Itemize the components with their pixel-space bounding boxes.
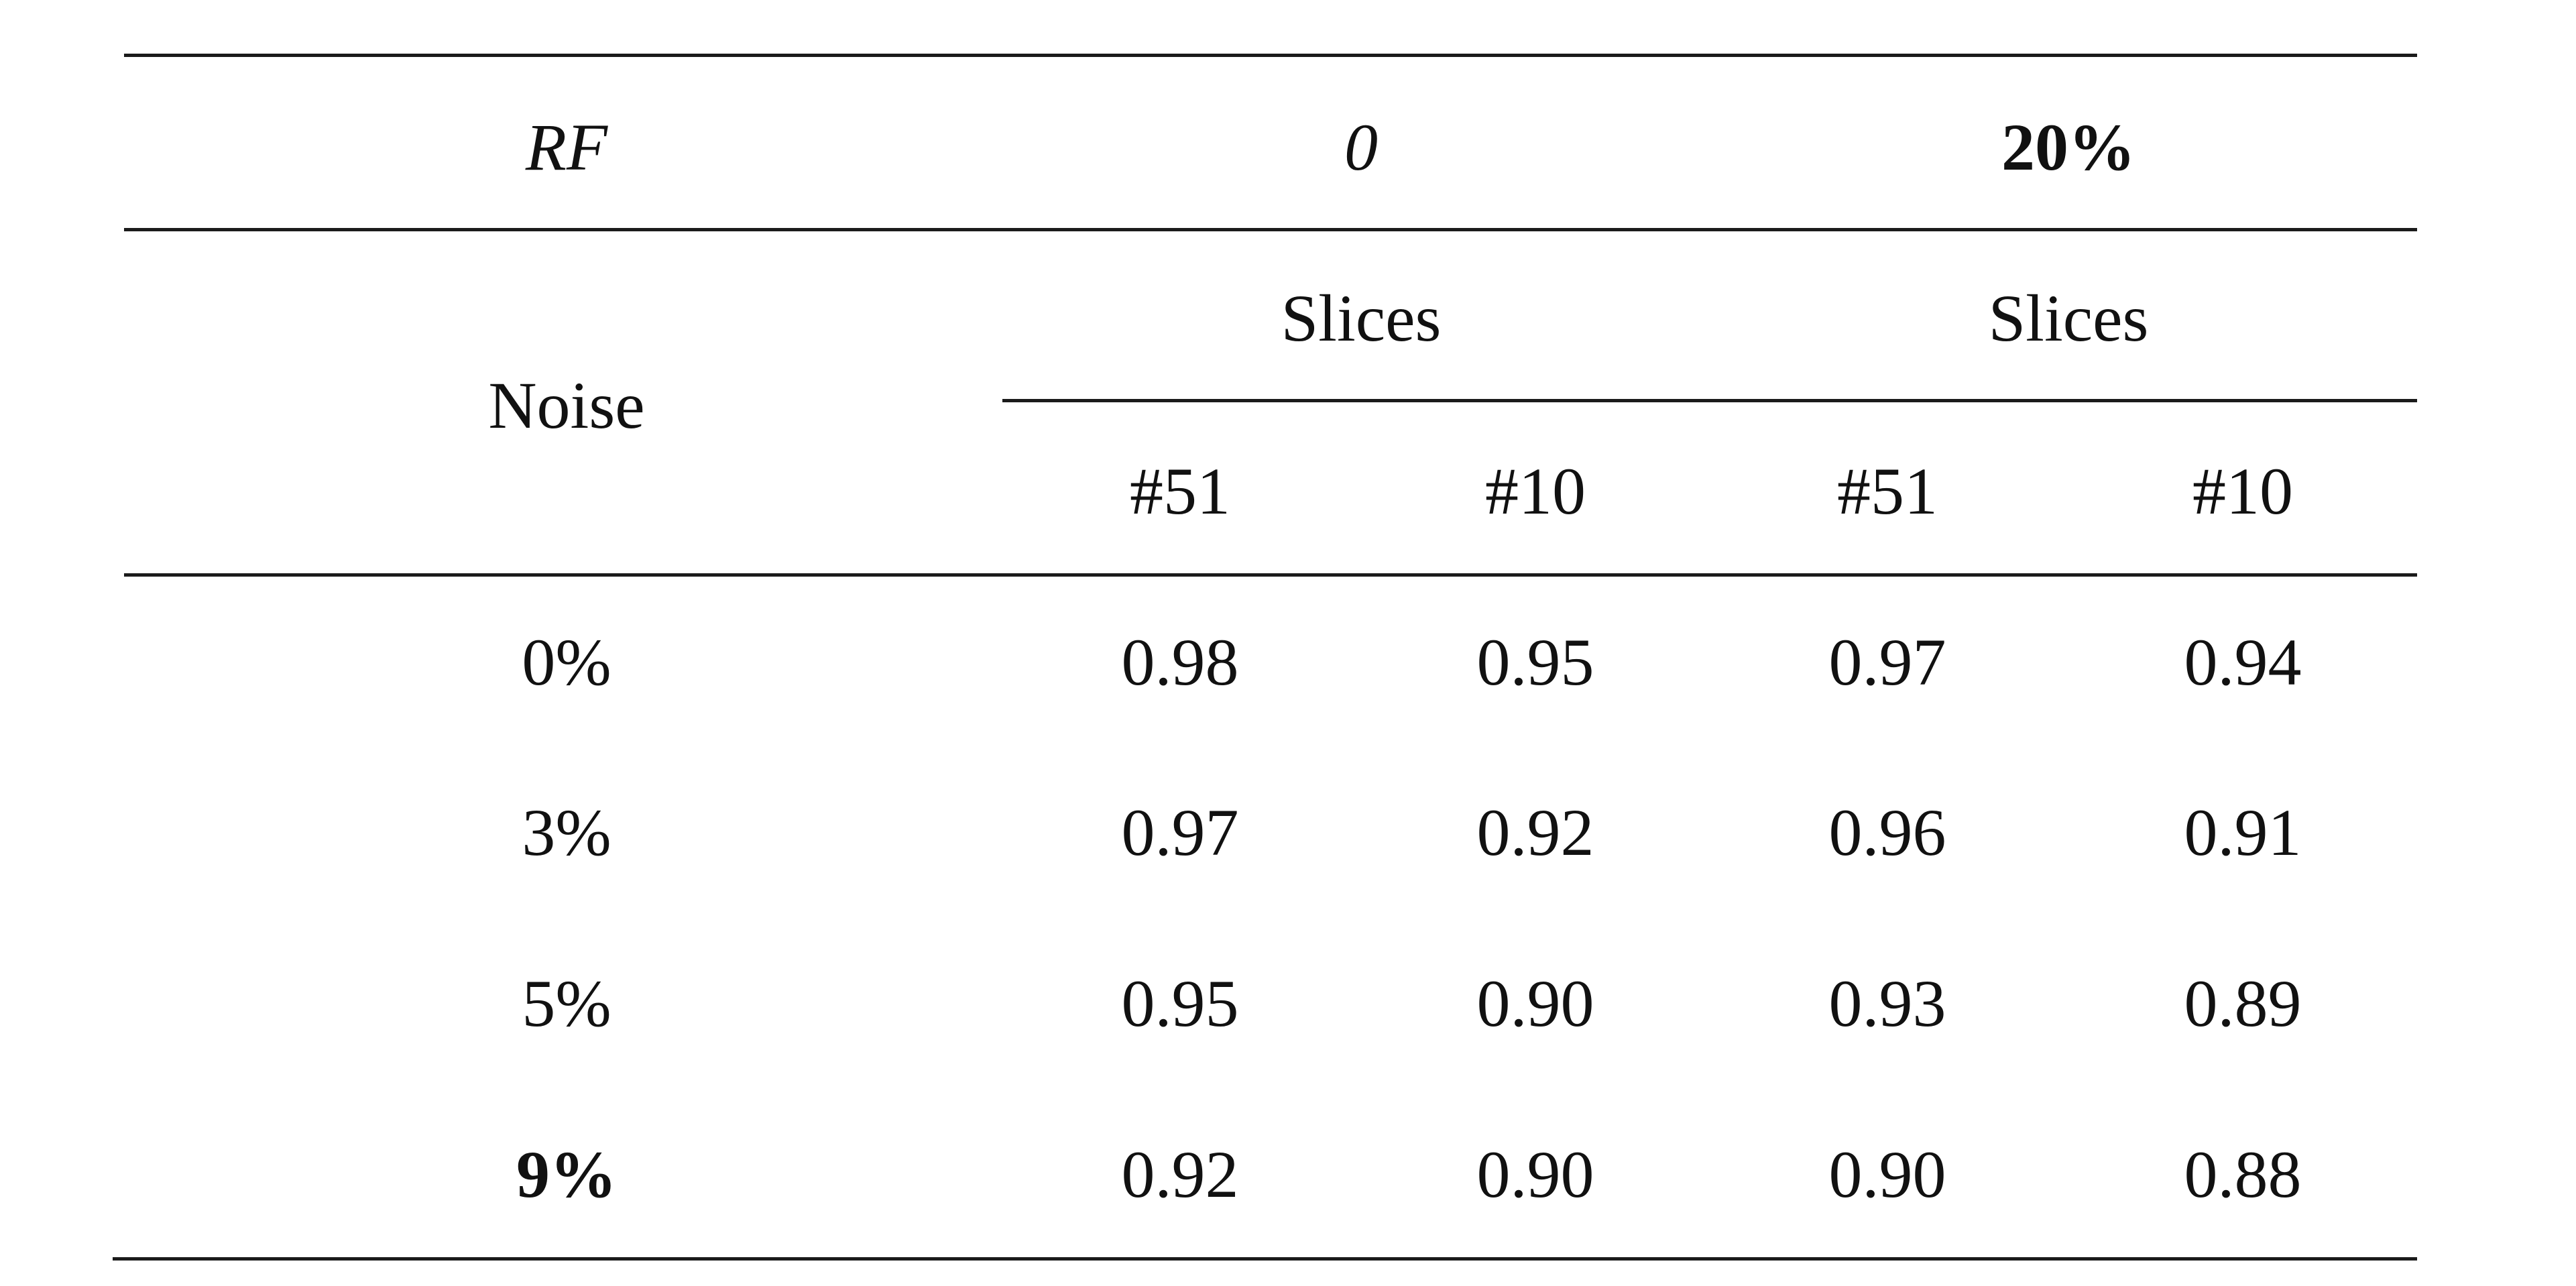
table-cell: 0.90 — [1828, 1137, 1946, 1212]
table-cell: 0.90 — [1476, 966, 1594, 1041]
slices-label-rf-20: Slices — [1988, 281, 2149, 355]
noise-header: Noise — [488, 368, 645, 443]
column-header-rule — [124, 573, 2417, 577]
table-cell: 0.97 — [1828, 625, 1946, 699]
table-cell: 0.95 — [1476, 625, 1594, 699]
row-noise-label: 9% — [516, 1137, 617, 1212]
slice-col-51-rf-0: #51 — [1130, 454, 1230, 528]
table-cell: 0.93 — [1828, 966, 1946, 1041]
table-cell: 0.90 — [1476, 1137, 1594, 1212]
table-cell: 0.89 — [2184, 966, 2302, 1041]
slices-rule — [1002, 399, 2417, 402]
rf-value-20: 20% — [2001, 110, 2135, 184]
rf-header: RF — [525, 110, 608, 184]
table-cell: 0.98 — [1121, 625, 1239, 699]
row-noise-label: 5% — [522, 966, 611, 1041]
row-noise-label: 0% — [522, 625, 611, 699]
table-cell: 0.94 — [2184, 625, 2302, 699]
table-cell: 0.88 — [2184, 1137, 2302, 1212]
table-cell: 0.97 — [1121, 795, 1239, 870]
row-noise-label: 3% — [522, 795, 611, 870]
slice-col-10-rf-20: #10 — [2192, 454, 2293, 528]
slices-label-rf-0: Slices — [1281, 281, 1442, 355]
bottom-rule — [113, 1257, 2417, 1261]
header-rule — [124, 228, 2417, 231]
slice-col-51-rf-20: #51 — [1837, 454, 1938, 528]
table-cell: 0.95 — [1121, 966, 1239, 1041]
slice-col-10-rf-0: #10 — [1485, 454, 1586, 528]
top-rule — [124, 54, 2417, 57]
table-cell: 0.92 — [1476, 795, 1594, 870]
table-cell: 0.92 — [1121, 1137, 1239, 1212]
table-cell: 0.96 — [1828, 795, 1946, 870]
rf-value-0: 0 — [1344, 110, 1378, 184]
table-cell: 0.91 — [2184, 795, 2302, 870]
